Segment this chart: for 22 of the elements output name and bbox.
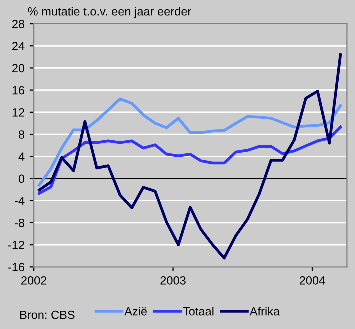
y-tick-label: 20 bbox=[12, 64, 25, 73]
y-tick-label: 16 bbox=[12, 86, 25, 95]
y-tick-label: 12 bbox=[12, 108, 24, 117]
legend-label: Azië bbox=[124, 307, 148, 316]
y-tick-label: -8 bbox=[15, 218, 25, 228]
y-tick-label: 24 bbox=[12, 42, 25, 50]
legend-label: Totaal bbox=[183, 307, 214, 316]
y-tick-label: 4 bbox=[18, 152, 25, 161]
y-tick-label: -4 bbox=[15, 196, 25, 206]
line-series bbox=[38, 54, 342, 260]
y-tick-label: 8 bbox=[19, 130, 25, 139]
y-tick-label: -16 bbox=[8, 263, 25, 272]
chart-title: % mutatie t.o.v. een jaar eerder bbox=[28, 7, 192, 18]
y-tick-label: -12 bbox=[8, 241, 24, 250]
x-tick-label: 2002 bbox=[22, 276, 47, 285]
y-tick-label: 28 bbox=[12, 20, 25, 28]
x-tick-label: 2003 bbox=[160, 276, 186, 285]
text: Bron: CBS bbox=[20, 310, 75, 320]
y-tick-label: 0 bbox=[18, 174, 25, 184]
line-series bbox=[38, 98, 342, 187]
legend-label: Afrika bbox=[250, 307, 280, 316]
x-tick-label: 2004 bbox=[300, 276, 326, 285]
